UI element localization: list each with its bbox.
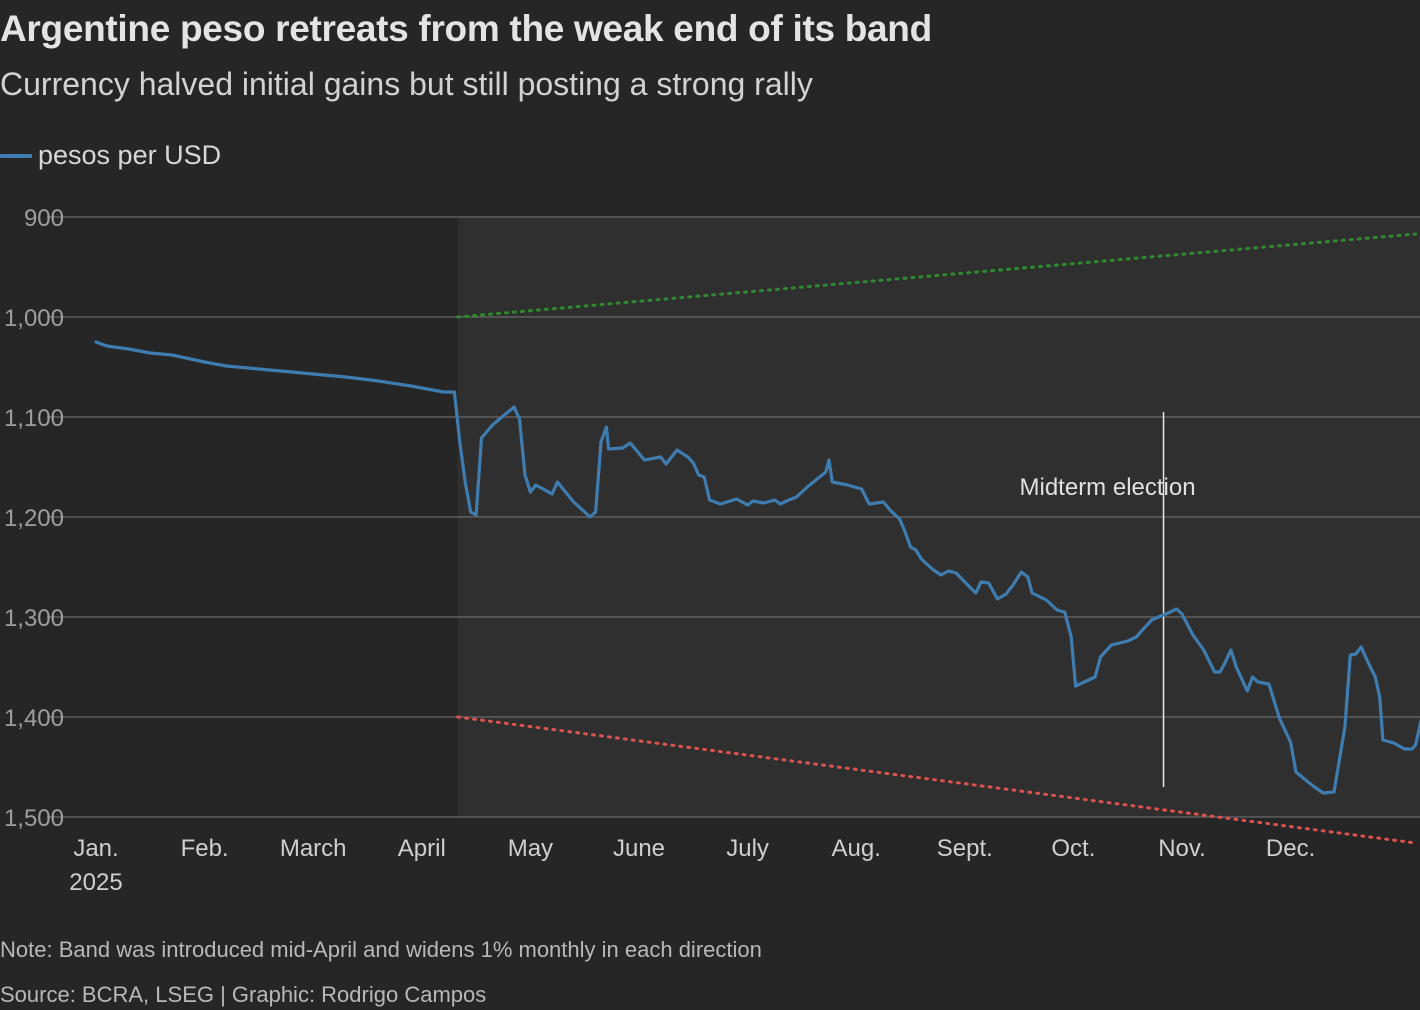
x-tick-label: April — [398, 835, 446, 862]
x-tick-label: March — [280, 835, 347, 862]
x-tick-label: Feb. — [181, 835, 229, 862]
lower-band-line — [456, 715, 1417, 845]
chart-source: Source: BCRA, LSEG | Graphic: Rodrigo Ca… — [0, 982, 487, 1007]
x-tick-label: Oct. — [1051, 835, 1095, 862]
y-tick-label: 1,000 — [4, 305, 64, 332]
y-tick-label: 1,400 — [4, 705, 64, 732]
y-tick-label: 900 — [24, 205, 64, 232]
upper-band-line — [456, 232, 1417, 319]
y-tick-label: 1,300 — [4, 605, 64, 632]
x-tick-label: Dec. — [1266, 835, 1315, 862]
y-tick-label: 1,100 — [4, 405, 64, 432]
series-line-pesos-per-usd — [94, 340, 1420, 795]
x-tick-label: Nov. — [1158, 835, 1206, 862]
chart-note: Note: Band was introduced mid-April and … — [0, 937, 762, 962]
x-tick-label: Sept. — [937, 835, 993, 862]
x-tick-label: June — [613, 835, 665, 862]
midterm-election-label: Midterm election — [1020, 474, 1196, 501]
x-tick-label: Aug. — [832, 835, 881, 862]
x-tick-label: Jan. — [73, 835, 118, 862]
legend: pesos per USD — [0, 140, 221, 171]
chart-subtitle: Currency halved initial gains but still … — [0, 66, 813, 102]
y-tick-label: 1,500 — [4, 805, 64, 832]
x-tick-label: July — [726, 835, 769, 862]
y-tick-label: 1,200 — [4, 505, 64, 532]
x-tick-year-label: 2025 — [69, 869, 122, 896]
chart-area: 900 1,000 1,100 1,200 1,300 1,400 1,500 Jan. 202… — [4, 205, 1420, 896]
legend-label: pesos per USD — [38, 140, 222, 170]
legend-swatch — [0, 153, 32, 158]
x-tick-label: May — [508, 835, 553, 862]
chart-title: Argentine peso retreats from the weak en… — [0, 8, 932, 49]
